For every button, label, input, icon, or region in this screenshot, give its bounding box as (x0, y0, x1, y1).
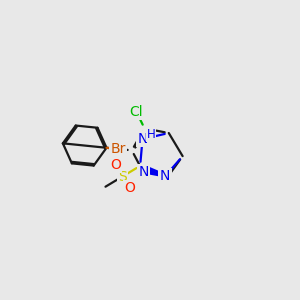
Text: H: H (147, 128, 156, 141)
Text: Br: Br (110, 142, 126, 156)
Text: O: O (110, 158, 121, 172)
Text: Cl: Cl (130, 105, 143, 119)
Text: N: N (160, 169, 170, 183)
Text: N: N (138, 165, 148, 179)
Text: O: O (124, 182, 135, 196)
Text: S: S (118, 169, 127, 184)
Text: N: N (137, 132, 148, 146)
